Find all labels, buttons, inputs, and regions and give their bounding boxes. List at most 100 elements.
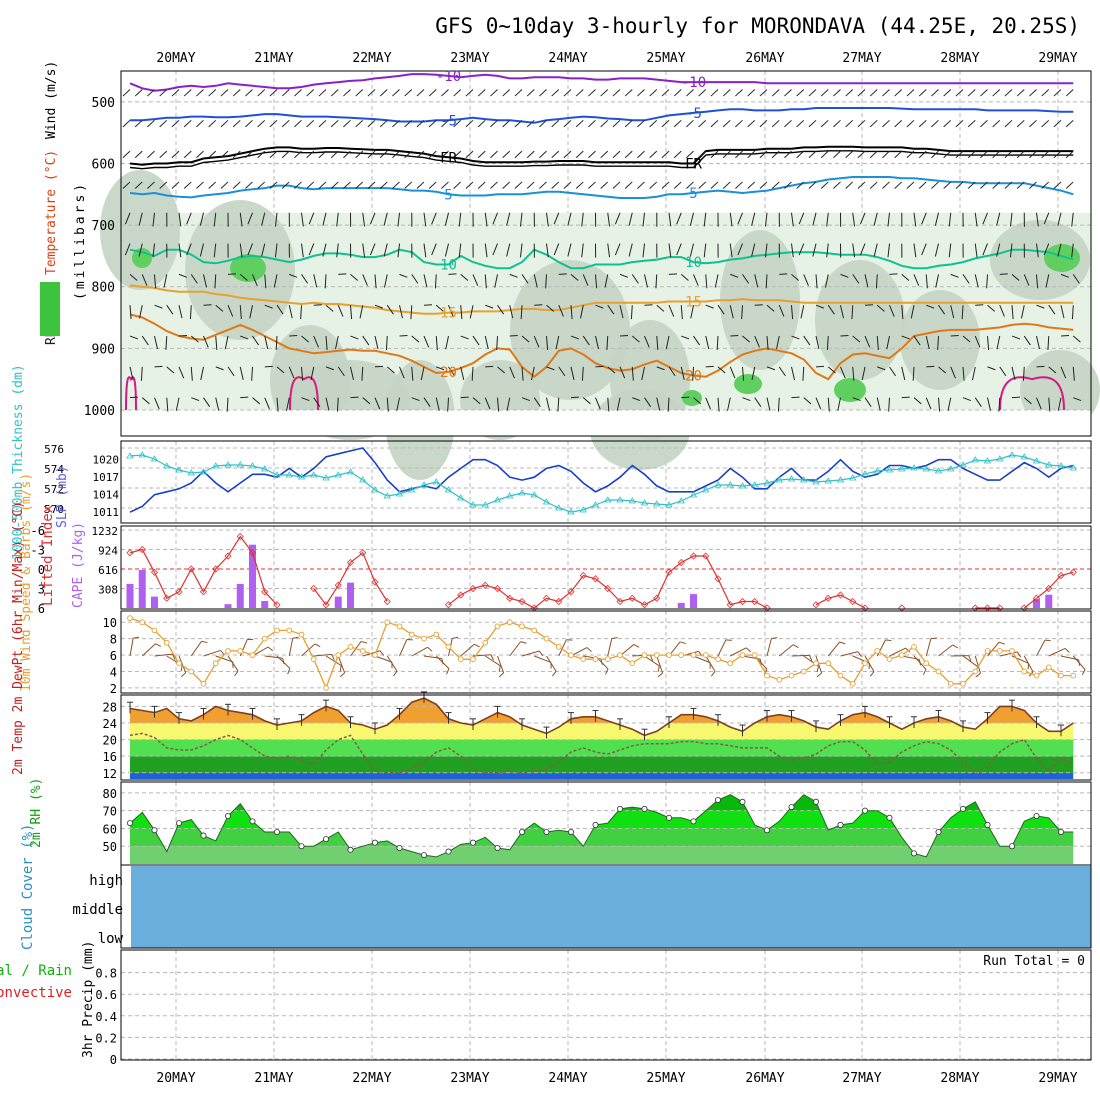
wind-barb-icon	[214, 274, 217, 289]
triangle-marker-icon	[322, 474, 330, 481]
cape-bar	[690, 594, 697, 608]
triangle-marker-icon	[775, 476, 783, 483]
wind-barb-icon	[276, 304, 284, 315]
wind-barb-icon	[261, 243, 266, 257]
wind-barb-icon	[710, 181, 719, 189]
wind-barb-icon	[545, 274, 547, 289]
wind-barb-icon	[1029, 119, 1037, 128]
wind-barb-icon	[952, 644, 959, 649]
wind-barb-icon	[716, 336, 719, 350]
wind-barb-icon	[996, 212, 1001, 226]
wind-barb-icon	[444, 243, 449, 257]
wind-barb-icon	[784, 119, 792, 128]
wind-barb-icon	[974, 212, 978, 227]
wind-barb-icon	[313, 335, 319, 348]
circle-marker-icon	[984, 648, 991, 654]
wind-barb-icon	[497, 366, 506, 374]
pressure-axis-label: (millibars)	[73, 181, 88, 300]
cloud-level-label: high	[89, 873, 123, 889]
wind-barb-icon	[641, 366, 645, 381]
cloud-cover-field	[131, 866, 1091, 948]
wind-barb-icon	[526, 150, 535, 159]
wind-barb-icon	[538, 650, 544, 657]
triangle-marker-icon	[849, 474, 857, 481]
triangle-marker-icon	[530, 491, 538, 498]
triangle-marker-icon	[444, 486, 453, 493]
circle-marker-icon	[200, 680, 207, 687]
circle-marker-icon	[727, 660, 734, 667]
wind-barb-icon	[656, 366, 665, 371]
triangle-marker-icon	[371, 486, 379, 493]
diamond-marker-icon	[542, 594, 551, 602]
wind-barb-icon	[208, 89, 217, 97]
wind-barb-icon	[171, 181, 180, 189]
wind-barb-icon	[546, 243, 549, 258]
wind-barb-icon	[1057, 212, 1062, 226]
wind-barb-icon	[628, 243, 633, 257]
wind-barb-icon	[906, 89, 915, 97]
circle-marker-icon	[776, 676, 783, 683]
wind-barb-icon	[247, 212, 253, 225]
wind-barb-icon	[294, 89, 302, 97]
wind-barb-icon	[261, 212, 266, 226]
wind-barb-icon	[392, 119, 400, 128]
wind-barb-icon	[686, 181, 694, 189]
wind-barb-icon	[791, 335, 800, 340]
wind-barb-icon	[859, 212, 866, 225]
wind-barb-icon	[386, 655, 398, 672]
wind-barb-icon	[570, 366, 575, 380]
isotherm-line	[129, 313, 1074, 381]
wind-barb-icon	[392, 150, 400, 159]
circle-marker-icon	[175, 820, 182, 827]
wind-barb-icon	[686, 150, 694, 159]
wind-barb-icon	[1065, 119, 1074, 128]
wind-barb-icon	[759, 150, 768, 159]
wind-barb-icon	[288, 638, 294, 657]
wind-barb-icon	[649, 89, 658, 97]
wind-barb-icon	[943, 181, 952, 189]
wind-barb-icon	[605, 668, 609, 675]
wind-barb-icon	[201, 640, 208, 644]
wind-barb-icon	[509, 273, 518, 278]
wind-barb-icon	[506, 212, 511, 226]
wind-barb-icon	[808, 89, 817, 97]
circle-marker-icon	[690, 818, 697, 825]
wind-barb-icon	[998, 641, 1005, 645]
wind-barb-icon	[931, 89, 939, 97]
wind-barb-icon	[859, 243, 866, 256]
wind-barb-icon	[306, 150, 315, 159]
wind-barb-icon	[901, 305, 904, 320]
wind-barb-icon	[252, 274, 258, 286]
wind-barb-icon	[624, 119, 633, 128]
wind-barb-icon	[875, 274, 878, 289]
circle-marker-icon	[298, 631, 305, 638]
cape-tick-label: 308	[98, 584, 118, 597]
circle-marker-icon	[911, 643, 917, 650]
triangle-marker-icon	[199, 468, 208, 475]
wind-barb-icon	[494, 274, 498, 288]
rh2m-tick-label: 60	[103, 822, 117, 836]
diamond-marker-icon	[371, 578, 379, 586]
date-label-top: 27MAY	[842, 51, 881, 66]
wind-barb-icon	[815, 304, 824, 309]
wind-barb-icon	[1011, 274, 1020, 281]
wind-barb-icon	[1043, 212, 1050, 225]
wind-barb-icon	[852, 397, 861, 402]
wind-barb-icon	[383, 243, 388, 257]
wind-barb-icon	[791, 654, 810, 657]
wind-barb-icon	[992, 150, 1001, 159]
wind-barb-icon	[330, 150, 339, 159]
circle-marker-icon	[825, 660, 832, 667]
wind-barb-icon	[420, 366, 425, 381]
wind-barb-icon	[404, 89, 413, 97]
wind-barb-icon	[485, 304, 494, 309]
wind-barb-icon	[435, 655, 450, 670]
wind-barb-icon	[386, 366, 395, 374]
wind-barb-icon	[987, 366, 996, 371]
wind-barb-icon	[546, 655, 557, 672]
wind-barb-icon	[183, 89, 192, 97]
circle-marker-icon	[898, 652, 905, 658]
wind-barb-icon	[367, 181, 376, 189]
cape-bar	[138, 570, 146, 608]
circle-marker-icon	[335, 652, 342, 658]
